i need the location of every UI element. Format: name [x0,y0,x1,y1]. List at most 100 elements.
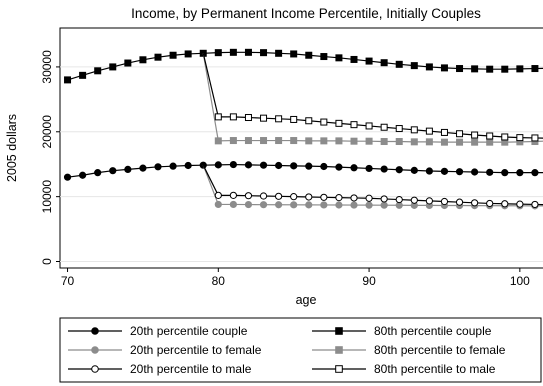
legend-box [59,317,542,383]
legend-label: 80th percentile to male [374,362,496,376]
legend: 20th percentile couple 80th percentile co… [59,317,542,383]
series-20th-percentile-couple [203,160,543,177]
data-point [305,137,313,145]
data-point [64,76,72,84]
data-point [471,199,479,207]
data-point [184,161,192,170]
data-point [214,49,222,57]
data-point [380,59,388,67]
data-point [109,63,117,71]
legend-item: 80th percentile couple [312,324,492,338]
legend-item: 20th percentile couple [68,324,248,338]
data-point [395,166,403,174]
data-point [305,162,313,170]
data-point [335,119,343,127]
data-point [350,164,358,172]
data-point [275,137,283,145]
data-point [516,169,524,177]
data-point [214,161,222,169]
y-axis: 0 10000 20000 30000 [40,50,60,265]
data-point [91,327,99,335]
data-point [380,123,388,131]
data-point [184,50,192,58]
data-point [124,165,132,174]
data-point [395,195,403,204]
data-point [229,200,237,209]
data-point [455,168,464,176]
data-point [501,133,509,141]
data-point [335,201,343,209]
data-point [531,65,539,73]
data-point [486,132,494,140]
data-point [169,162,177,170]
data-point [516,200,524,208]
data-point [229,137,237,145]
legend-item: 80th percentile to female [312,343,506,357]
data-point [456,130,464,138]
data-point [275,49,283,57]
data-point [501,169,509,177]
legend-item: 80th percentile to male [312,362,496,376]
series-line [67,164,204,178]
data-point [365,137,373,145]
data-point [290,162,298,170]
plot-area [59,27,543,269]
series-80th-percentile-couple [64,48,543,84]
data-point [471,131,479,139]
x-axis-label: age [296,293,317,307]
data-point [305,193,313,201]
data-point [365,122,373,130]
legend-item: 20th percentile to male [68,362,252,376]
data-point [440,64,448,72]
data-point [305,201,313,209]
data-point [350,201,358,209]
data-point [335,163,343,171]
data-point [290,193,298,201]
data-point [531,200,539,209]
data-point [275,201,283,209]
data-point [109,167,117,175]
data-point [214,200,222,209]
data-point [320,118,328,126]
data-point [124,59,132,67]
data-point [410,62,418,70]
y-tick-label: 10000 [40,180,54,214]
data-point [486,199,494,208]
y-tick-label: 20000 [40,115,54,149]
data-point [214,191,222,199]
data-point [290,201,298,209]
data-point [425,63,433,71]
legend-label: 80th percentile couple [374,324,492,338]
data-point [425,167,433,175]
data-point [501,65,509,73]
data-point [320,162,328,171]
y-tick-label: 30000 [40,50,54,84]
data-point [335,194,343,202]
legend-label: 20th percentile to male [130,362,252,376]
data-point [440,167,449,175]
data-point [516,134,524,142]
data-point [290,50,298,58]
data-point [260,114,268,122]
data-point [229,160,237,169]
data-point [290,137,298,145]
data-point [94,169,102,177]
data-point [395,60,403,68]
data-point [79,71,87,79]
data-point [395,125,403,133]
data-point [380,195,388,203]
data-point [229,113,237,121]
data-point [259,161,268,169]
data-point [350,137,358,145]
data-point [350,121,358,129]
data-point [365,194,373,202]
data-point [320,201,328,209]
data-point [305,51,313,59]
data-point [425,197,433,205]
data-point [214,137,222,145]
data-point [260,137,268,145]
x-tick-label: 100 [510,274,530,288]
data-point [380,201,388,209]
legend-label: 80th percentile to female [374,343,506,357]
data-point [380,165,388,173]
